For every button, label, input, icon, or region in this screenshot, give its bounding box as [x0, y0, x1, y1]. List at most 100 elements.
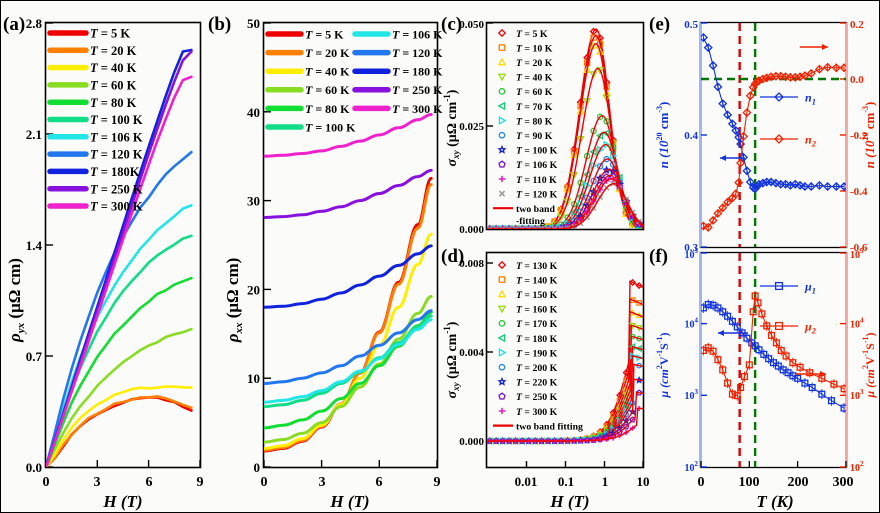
svg-text:μ (cm2V-1S-1): μ (cm2V-1S-1) — [655, 332, 671, 398]
panel-f-ytick-right-1: 103 — [850, 388, 864, 402]
panel-a-legend-label: T = 250 K — [90, 182, 143, 196]
panel-b-ytick-2: 20 — [247, 282, 260, 297]
svg-text:n (1020 cm-3): n (1020 cm-3) — [655, 102, 671, 169]
pentagon-marker — [544, 225, 552, 229]
panel-f-ytick-left-1: 103 — [685, 388, 699, 402]
square-marker — [743, 334, 751, 342]
diamond-marker — [708, 61, 718, 71]
circle-marker — [498, 131, 506, 139]
panel-b-legend-c1-label: T = 5 K — [305, 27, 344, 41]
panel-e-left-arrowhead — [720, 155, 726, 161]
diamond-marker — [731, 126, 741, 136]
panel-b-legend-c2-label: T = 300 K — [392, 102, 443, 116]
panel-a-legend-label: T = 20 K — [90, 44, 137, 58]
panel-a-ytick-2: 1.4 — [26, 238, 43, 253]
panel-a-legend-label: T = 106 K — [90, 130, 143, 144]
circle-marker — [498, 363, 506, 371]
panel-a-legend-label: T = 60 K — [90, 79, 137, 93]
panel-f-left-yticks — [701, 252, 707, 468]
panel-b: (b) 0 10 20 30 40 50 0 3 6 9 H (T) ρxx (… — [208, 14, 443, 511]
circle-marker — [590, 127, 597, 135]
diamond-marker — [774, 134, 784, 144]
triangle-down-marker — [556, 213, 566, 222]
diamond-marker — [739, 131, 749, 141]
square-marker — [737, 383, 745, 392]
panel-b-legend-c1-label: T = 60 K — [305, 83, 350, 97]
circle-marker — [498, 88, 506, 95]
panel-e: (e) 0.3 0.4 0.5 -0.6 -0.4 -0.2 0.0 0.2 n… — [649, 14, 877, 254]
cross-marker — [498, 190, 506, 197]
square-marker — [719, 308, 727, 316]
plus-marker — [498, 175, 506, 183]
square-marker — [782, 352, 790, 360]
triangle-down-marker — [497, 305, 507, 314]
panel-e-curve-n1 — [702, 37, 845, 190]
diamond-marker — [752, 182, 762, 192]
svg-text:μ (cm2V-1S-1): μ (cm2V-1S-1) — [861, 332, 877, 398]
square-marker — [794, 374, 802, 382]
panel-d-legend-label: T = 170 K — [516, 319, 558, 330]
panel-e-legend: n1 n2 — [720, 44, 828, 161]
panel-a-xtick-3: 9 — [197, 475, 204, 490]
panel-c-fit-label-1: two band — [516, 204, 555, 215]
pentagon-marker — [629, 416, 636, 423]
triangle-left-marker — [497, 333, 506, 343]
panel-d: (d) 0.000 0.004 0.008 0.01 0.1 1 10 H (T… — [441, 246, 650, 511]
panel-b-xticks — [263, 460, 438, 467]
panel-b-xlabel: H (T) — [329, 492, 369, 511]
triangle-up-marker — [589, 41, 598, 49]
panel-d-fit-label: two band fitting — [516, 421, 583, 432]
d-fit-line — [487, 407, 643, 442]
panel-d-ytick-1: 0.004 — [459, 347, 484, 359]
panel-f-ylabel-left: μ (cm2V-1S-1) — [655, 332, 671, 398]
panel-b-legend-c2-label: T = 250 K — [392, 83, 443, 97]
panel-b-curve — [264, 168, 433, 219]
panel-b-legend-c1-label: T = 80 K — [305, 102, 350, 116]
panel-a-legend-label: T = 5 K — [90, 27, 130, 41]
panel-a-tag: (a) — [3, 14, 25, 35]
panel-f-content — [701, 253, 846, 467]
triangle-down-marker — [595, 67, 605, 75]
diamond-marker — [766, 177, 776, 187]
square-marker — [827, 397, 836, 405]
pentagon-marker — [487, 225, 494, 229]
panel-d-legend-label: T = 130 K — [516, 261, 558, 272]
diamond-marker — [736, 158, 746, 168]
diamond-marker — [814, 64, 824, 74]
diamond-marker — [713, 208, 723, 218]
diamond-marker — [750, 184, 760, 194]
square-marker — [801, 379, 809, 387]
panel-c-legend-label: T = 100 K — [516, 146, 558, 157]
panel-b-legend-c1-label: T = 40 K — [305, 65, 350, 79]
diamond-marker — [823, 182, 833, 192]
diamond-marker — [814, 180, 824, 190]
panel-b-tag: (b) — [208, 14, 231, 35]
panel-e-ytick-right-3: 0.0 — [850, 74, 864, 86]
panel-d-legend-label: T = 200 K — [516, 363, 558, 374]
diamond-marker — [745, 177, 755, 187]
panel-b-curve — [264, 113, 433, 158]
panel-a-ytick-3: 2.1 — [26, 127, 42, 142]
circle-marker — [596, 113, 604, 120]
diamond-marker — [831, 63, 841, 73]
square-marker — [755, 346, 763, 354]
panel-d-xtick-1: 0.1 — [558, 474, 574, 489]
square-marker — [733, 392, 741, 400]
diamond-marker — [831, 182, 841, 192]
panel-b-ytick-5: 50 — [247, 16, 260, 31]
panel-b-ytick-1: 10 — [247, 371, 260, 386]
panel-d-xtick-2: 1 — [602, 474, 609, 489]
triangle-up-marker — [556, 206, 566, 214]
panel-c-legend-label: T = 120 K — [516, 189, 558, 200]
circle-marker — [570, 200, 578, 208]
plus-marker — [499, 226, 506, 229]
diamond-marker — [806, 182, 816, 192]
panel-a-ylabel: ρyx (μΩ cm) — [5, 258, 27, 343]
panel-b-yticks — [264, 22, 271, 468]
panel-d-legend-label: T = 160 K — [516, 305, 558, 316]
panel-f-xticks — [700, 461, 847, 467]
panel-b-curves — [264, 113, 433, 453]
panel-a-curve — [46, 204, 193, 467]
